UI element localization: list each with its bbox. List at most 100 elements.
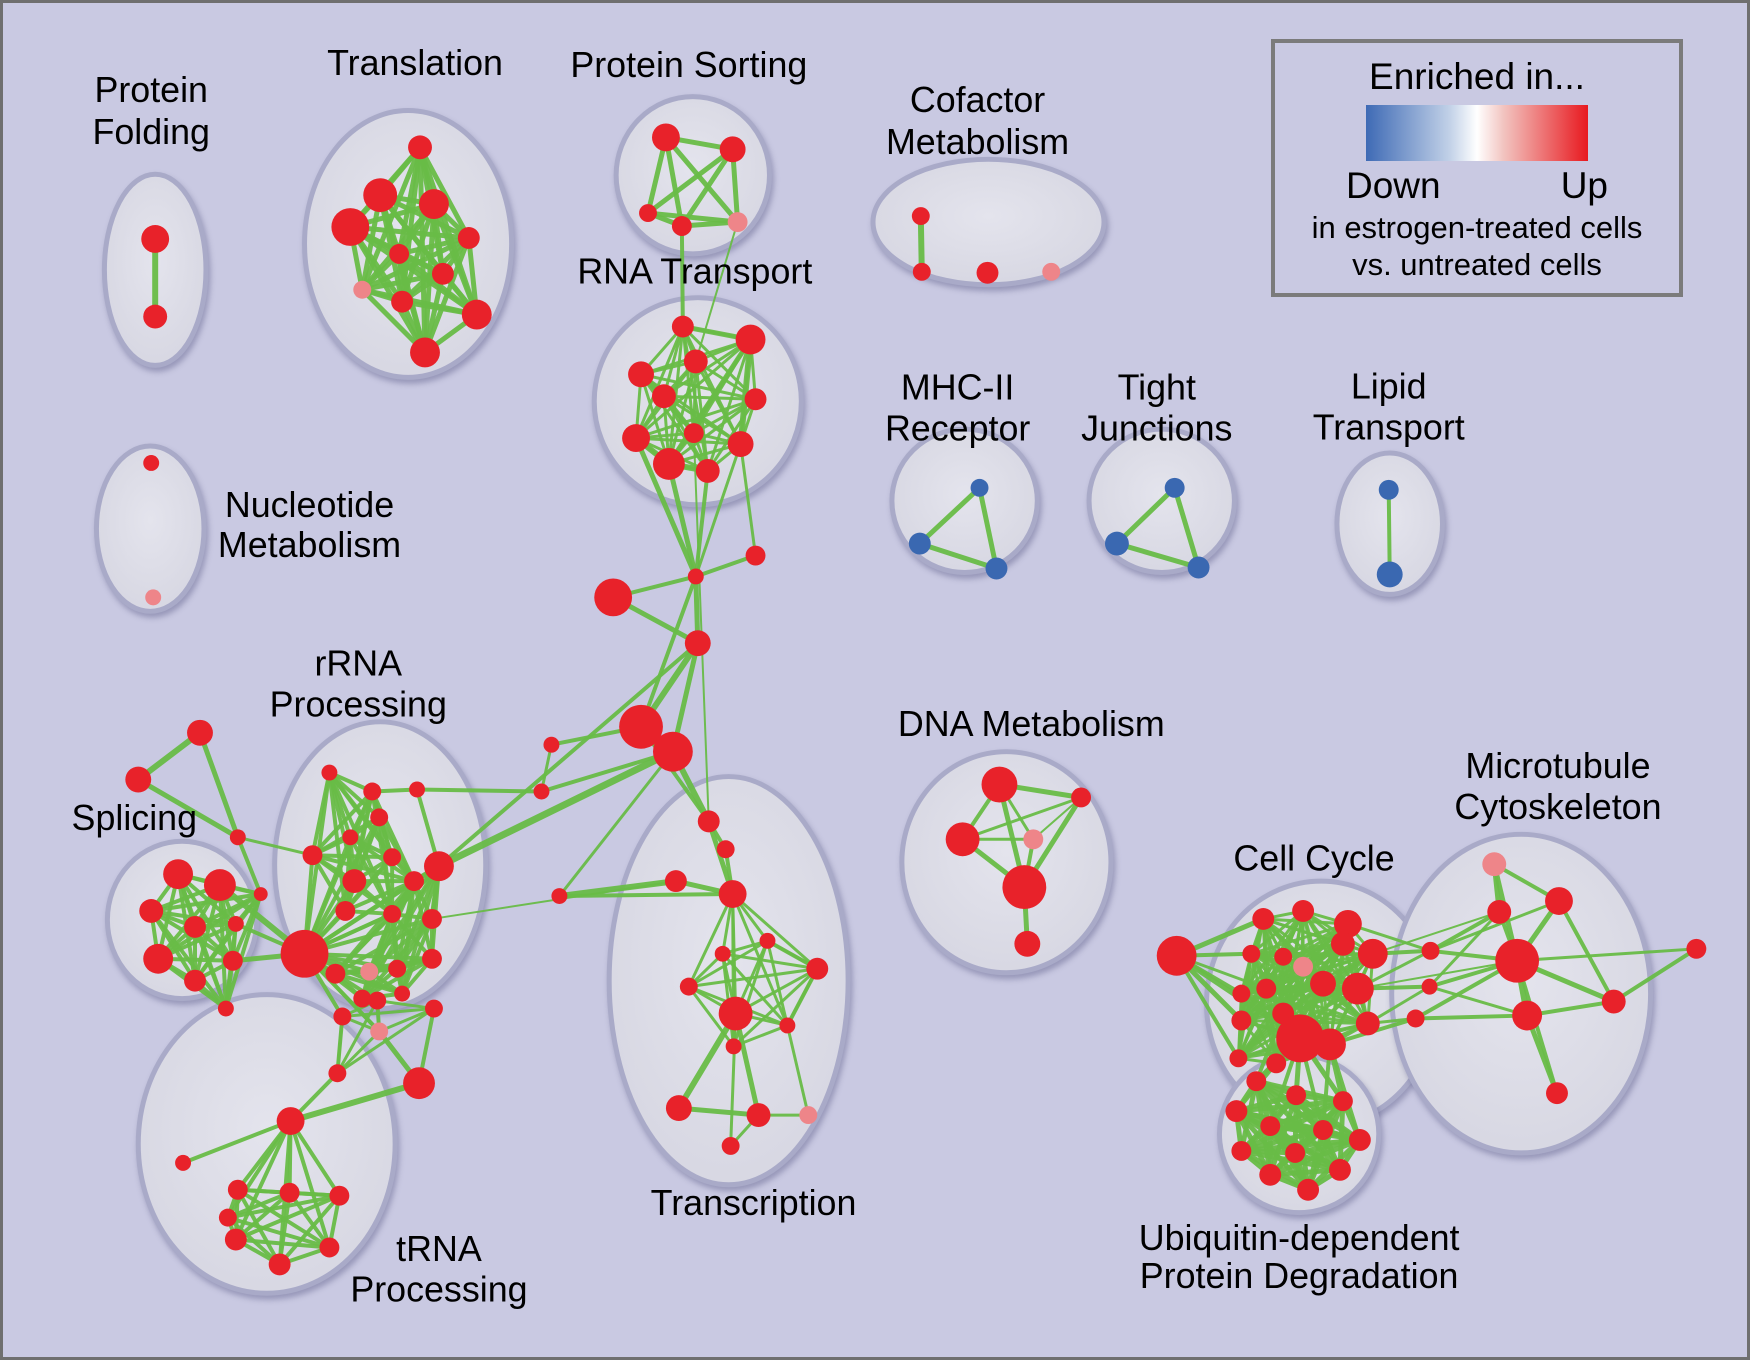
node-a11[interactable] bbox=[335, 901, 356, 921]
node-a5[interactable] bbox=[342, 829, 359, 846]
node-cc11[interactable] bbox=[1310, 970, 1336, 997]
node-a12[interactable] bbox=[383, 905, 402, 923]
node-t9[interactable] bbox=[391, 290, 414, 313]
node-mt5[interactable] bbox=[1512, 1000, 1543, 1031]
node-rt3[interactable] bbox=[683, 349, 708, 374]
node-d1[interactable] bbox=[981, 766, 1018, 803]
node-m2[interactable] bbox=[908, 532, 931, 555]
node-rt1[interactable] bbox=[671, 315, 694, 338]
node-a13[interactable] bbox=[422, 908, 442, 929]
node-tx7[interactable] bbox=[679, 977, 698, 996]
node-t2[interactable] bbox=[363, 178, 398, 213]
node-sn[interactable] bbox=[551, 888, 568, 905]
node-t3[interactable] bbox=[419, 189, 449, 220]
node-rt4[interactable] bbox=[628, 361, 654, 388]
node-a4[interactable] bbox=[370, 808, 389, 827]
node-t1[interactable] bbox=[408, 135, 432, 160]
node-lt1[interactable] bbox=[1378, 479, 1399, 500]
node-cf1[interactable] bbox=[911, 207, 930, 226]
node-a25[interactable] bbox=[403, 1067, 435, 1100]
node-cc18[interactable] bbox=[1229, 1049, 1248, 1068]
node-nm1[interactable] bbox=[143, 454, 160, 471]
node-mt6[interactable] bbox=[1601, 989, 1626, 1014]
node-tx11[interactable] bbox=[665, 1095, 692, 1122]
node-rt11[interactable] bbox=[695, 458, 720, 483]
node-rt6[interactable] bbox=[744, 388, 767, 411]
node-tx10[interactable] bbox=[725, 1038, 742, 1055]
node-cc4[interactable] bbox=[1242, 944, 1261, 963]
node-u9[interactable] bbox=[1285, 1142, 1306, 1163]
node-c3[interactable] bbox=[594, 578, 633, 617]
node-sp8[interactable] bbox=[222, 950, 243, 971]
node-tx8[interactable] bbox=[718, 996, 753, 1031]
node-cc19[interactable] bbox=[1266, 1053, 1287, 1074]
node-tr1[interactable] bbox=[187, 719, 213, 746]
node-t10[interactable] bbox=[461, 299, 492, 330]
node-a15[interactable] bbox=[325, 963, 346, 984]
node-cf4[interactable] bbox=[1042, 262, 1061, 281]
node-c6[interactable] bbox=[652, 731, 693, 772]
node-cc12[interactable] bbox=[1341, 972, 1374, 1005]
node-c8[interactable] bbox=[533, 783, 550, 800]
node-tx14[interactable] bbox=[721, 1136, 740, 1155]
node-tp6[interactable] bbox=[319, 1237, 340, 1258]
node-d3[interactable] bbox=[945, 822, 980, 857]
node-tx9[interactable] bbox=[779, 1017, 796, 1034]
node-rt10[interactable] bbox=[652, 448, 685, 480]
node-tx4[interactable] bbox=[718, 880, 747, 908]
node-rt7[interactable] bbox=[622, 424, 650, 453]
node-u2[interactable] bbox=[1286, 1085, 1307, 1106]
node-tr2[interactable] bbox=[125, 766, 152, 793]
node-a3[interactable] bbox=[409, 781, 425, 798]
node-u6[interactable] bbox=[1313, 1120, 1333, 1140]
node-cc17[interactable] bbox=[1355, 1011, 1380, 1036]
node-t11[interactable] bbox=[410, 337, 440, 368]
node-t8[interactable] bbox=[353, 280, 372, 299]
node-c5[interactable] bbox=[619, 704, 663, 749]
node-tp5[interactable] bbox=[224, 1228, 247, 1251]
node-d4[interactable] bbox=[1023, 829, 1044, 850]
node-cc13[interactable] bbox=[1231, 1010, 1252, 1031]
node-a10[interactable] bbox=[404, 871, 424, 892]
node-m1[interactable] bbox=[970, 478, 989, 497]
node-a9[interactable] bbox=[342, 869, 367, 894]
node-c7[interactable] bbox=[543, 736, 560, 753]
node-sp1[interactable] bbox=[163, 859, 194, 890]
node-u1[interactable] bbox=[1246, 1071, 1267, 1092]
node-a22[interactable] bbox=[424, 999, 443, 1018]
node-ps4[interactable] bbox=[671, 216, 692, 236]
node-cc5[interactable] bbox=[1274, 947, 1293, 966]
node-sp7[interactable] bbox=[143, 943, 174, 974]
node-a16[interactable] bbox=[360, 962, 379, 981]
node-mt4[interactable] bbox=[1495, 938, 1540, 983]
node-ps1[interactable] bbox=[651, 123, 680, 152]
node-c2[interactable] bbox=[745, 545, 766, 566]
node-a6[interactable] bbox=[302, 845, 323, 866]
node-u5[interactable] bbox=[1260, 1116, 1281, 1136]
node-mt2[interactable] bbox=[1545, 887, 1573, 915]
node-mt1[interactable] bbox=[1482, 852, 1507, 877]
node-a19[interactable] bbox=[353, 989, 372, 1008]
node-mt8[interactable] bbox=[1686, 938, 1707, 959]
node-tx12[interactable] bbox=[746, 1103, 771, 1128]
node-sp10[interactable] bbox=[217, 1000, 234, 1017]
node-sp3[interactable] bbox=[139, 899, 164, 923]
node-tx6[interactable] bbox=[714, 945, 731, 962]
node-tj1[interactable] bbox=[1164, 477, 1185, 498]
node-cc9[interactable] bbox=[1232, 984, 1251, 1003]
node-mt3[interactable] bbox=[1487, 900, 1512, 924]
node-u10[interactable] bbox=[1259, 1163, 1282, 1186]
node-a18[interactable] bbox=[422, 948, 442, 969]
node-rt2[interactable] bbox=[735, 324, 766, 355]
node-a17[interactable] bbox=[388, 959, 407, 978]
node-cc10[interactable] bbox=[1256, 978, 1277, 999]
node-cc3[interactable] bbox=[1333, 909, 1362, 938]
node-tx2[interactable] bbox=[716, 840, 735, 859]
node-sp9[interactable] bbox=[184, 969, 206, 992]
node-tx5[interactable] bbox=[759, 932, 776, 949]
node-tx13[interactable] bbox=[799, 1106, 818, 1125]
node-br2[interactable] bbox=[1421, 978, 1438, 995]
node-rt9[interactable] bbox=[727, 431, 754, 457]
node-a2[interactable] bbox=[363, 782, 382, 801]
node-tj2[interactable] bbox=[1104, 531, 1129, 556]
